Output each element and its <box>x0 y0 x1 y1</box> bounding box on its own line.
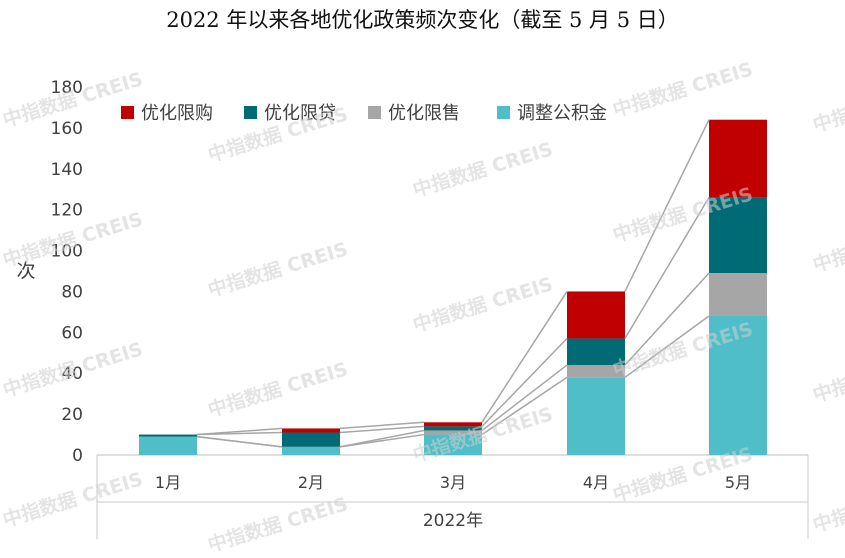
bar-segment <box>567 365 625 378</box>
series-connector-line <box>481 291 568 423</box>
legend-label: 优化限购 <box>141 103 213 124</box>
series-connector-line <box>624 119 710 292</box>
bar-segment <box>709 273 767 316</box>
legend-label: 调整公积金 <box>517 103 607 124</box>
series-connector-line <box>624 315 710 378</box>
series-connector-line <box>481 337 568 427</box>
series-connector-line <box>481 364 568 432</box>
chart-title: 2022 年以来各地优化政策频次变化（截至 5 月 5 日） <box>166 8 679 32</box>
series-connector-line <box>339 421 425 430</box>
chart: 2022 年以来各地优化政策频次变化（截至 5 月 5 日） 0 20 40 60 80… <box>0 8 845 557</box>
x-tick-label: 2月 <box>298 473 324 492</box>
bar-segment <box>709 315 767 455</box>
legend-swatch <box>497 106 510 119</box>
y-axis-label: 次 <box>16 260 35 282</box>
series-connector-line <box>196 427 283 436</box>
y-tick-label: 180 <box>51 78 83 98</box>
y-tick-label: 40 <box>61 364 83 384</box>
x-tick-label: 4月 <box>583 473 609 492</box>
y-tick-label: 80 <box>61 282 83 302</box>
x-tick-label: 3月 <box>440 473 466 492</box>
y-tick-label: 20 <box>61 405 83 425</box>
bar-segment <box>567 291 625 339</box>
bar-segment <box>282 428 340 433</box>
legend-label: 优化限贷 <box>264 103 336 124</box>
y-tick-label: 140 <box>51 160 83 180</box>
legend-swatch <box>368 106 381 119</box>
legend-swatch <box>121 106 134 119</box>
legend-label: 优化限售 <box>388 103 460 124</box>
bar-segment <box>709 197 767 274</box>
series-connector-line <box>624 272 710 366</box>
bar-segment <box>709 119 767 198</box>
bar-segment <box>567 377 625 455</box>
bar-segment <box>282 446 340 455</box>
bar-segment <box>424 426 482 431</box>
series-connector-line <box>624 197 710 339</box>
y-tick-label: 0 <box>72 446 83 466</box>
y-tick-label: 120 <box>51 201 83 221</box>
y-tick-label: 60 <box>61 323 83 343</box>
series-connector-line <box>339 425 425 434</box>
legend-swatch <box>244 106 257 119</box>
bar-segment <box>424 430 482 435</box>
y-tick-label: 160 <box>51 119 83 139</box>
bar-segment <box>567 338 625 366</box>
series-connector-line <box>339 429 425 448</box>
x-axis-label: 2022年 <box>423 511 483 531</box>
x-tick-label: 1月 <box>155 473 181 492</box>
series-connector-line <box>481 376 568 436</box>
bar-segment <box>424 434 482 455</box>
bar-segment <box>139 436 197 455</box>
plot-area: 0 20 40 60 80 100 120 140 160 180 次 1月 2月 3月 4月 5月 2022年… <box>16 78 809 539</box>
y-tick-label: 100 <box>51 242 83 262</box>
bar-segment <box>139 434 197 437</box>
x-tick-label: 5月 <box>725 473 751 492</box>
series-connector-line <box>196 435 283 448</box>
bar-segment <box>424 422 482 427</box>
bar-segment <box>282 432 340 447</box>
